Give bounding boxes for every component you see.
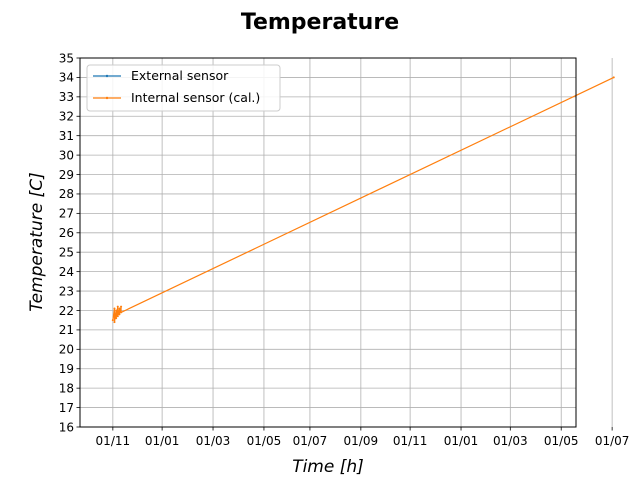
data-point [115, 309, 118, 312]
y-tick-label: 34 [59, 71, 74, 85]
x-tick-label: 01/11 [96, 434, 131, 448]
y-tick-label: 16 [59, 420, 74, 434]
data-point [118, 313, 121, 316]
data-point [612, 76, 615, 79]
y-tick-label: 32 [59, 110, 74, 124]
y-tick-label: 33 [59, 90, 74, 104]
x-tick-label: 01/05 [247, 434, 282, 448]
y-tick-label: 35 [59, 51, 74, 65]
y-tick-label: 26 [59, 226, 74, 240]
y-tick-label: 18 [59, 381, 74, 395]
y-tick-label: 28 [59, 187, 74, 201]
y-tick-label: 23 [59, 284, 74, 298]
y-tick-label: 19 [59, 362, 74, 376]
data-point [115, 317, 118, 320]
x-tick-label: 01/09 [344, 434, 379, 448]
data-point [111, 319, 114, 322]
legend-label-internal-sensor: Internal sensor (cal.) [131, 90, 260, 105]
y-tick-label: 21 [59, 323, 74, 337]
x-tick-label: 01/07 [595, 434, 630, 448]
legend-box [86, 64, 281, 112]
data-point [118, 307, 121, 310]
y-tick-label: 30 [59, 148, 74, 162]
data-point [113, 307, 116, 310]
legend-label-external-sensor: External sensor [131, 68, 229, 83]
y-tick-label: 25 [59, 246, 74, 260]
x-tick-label: 01/11 [393, 434, 428, 448]
x-tick-label: 01/01 [444, 434, 479, 448]
y-tick-label: 17 [59, 401, 74, 415]
x-axis-ticks: 01/11 01/01 01/03 01/05 01/07 01/09 01/11 01/01… [96, 427, 630, 448]
data-point [120, 311, 123, 314]
x-tick-label: 01/01 [145, 434, 180, 448]
y-tick-label: 20 [59, 343, 74, 357]
x-tick-label: 01/07 [293, 434, 328, 448]
x-tick-label: 01/03 [196, 434, 231, 448]
plot-frame [79, 57, 577, 428]
legend: External sensor Internal sensor (cal.) [86, 64, 281, 112]
y-axis-ticks: 16 17 18 19 20 21 22 23 24 25 26 27 28 29 30 31 32 33 34 35 [59, 51, 80, 434]
y-axis-label: Temperature [C] [27, 172, 47, 311]
data-point [113, 321, 116, 324]
y-tick-label: 31 [59, 129, 74, 143]
x-tick-label: 01/05 [544, 434, 579, 448]
x-tick-label: 01/03 [493, 434, 528, 448]
x-axis-label: Time [h] [292, 457, 364, 477]
data-point [116, 315, 119, 318]
data-point [120, 305, 123, 308]
legend-marker-external-sensor [105, 74, 109, 78]
chart-title: Temperature [241, 10, 399, 35]
series-layer [111, 76, 615, 324]
y-tick-label: 24 [59, 265, 74, 279]
y-tick-label: 22 [59, 304, 74, 318]
legend-marker-internal-sensor [105, 96, 109, 100]
y-tick-label: 29 [59, 168, 74, 182]
y-tick-label: 27 [59, 207, 74, 221]
data-point [116, 305, 119, 308]
